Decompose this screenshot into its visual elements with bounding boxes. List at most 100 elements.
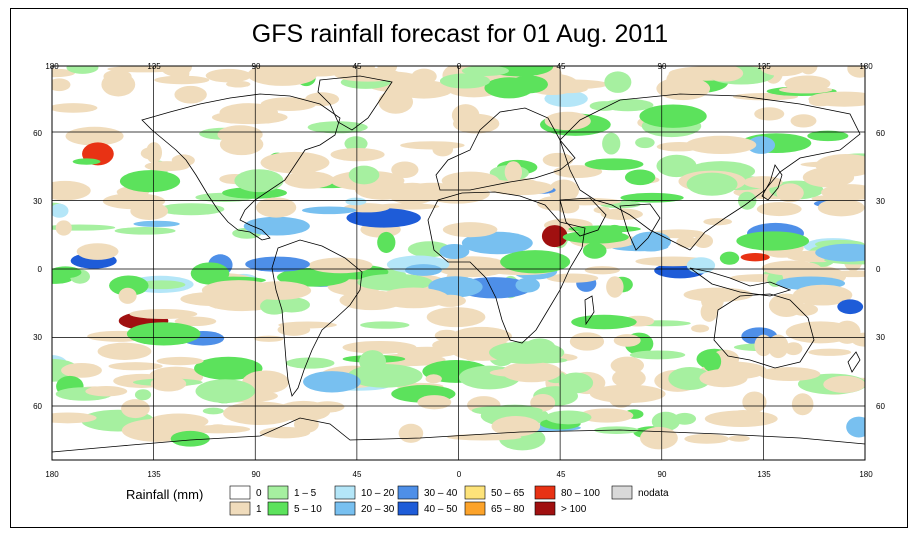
rain-patch <box>65 126 124 146</box>
legend-label: 10 – 20 <box>361 488 395 499</box>
rain-patch <box>579 408 634 423</box>
rain-patch <box>107 66 182 73</box>
coast-antarctica <box>52 417 865 460</box>
legend-swatch <box>229 501 251 516</box>
rain-patch <box>345 197 367 206</box>
rain-patch <box>174 85 207 104</box>
legend-swatch <box>611 485 633 500</box>
rain-patch <box>686 257 716 274</box>
legend-label: 5 – 10 <box>294 504 322 515</box>
lat-ticks-right: 60 30 0 30 60 <box>876 129 885 411</box>
rain-patch <box>185 425 251 434</box>
rain-patch <box>833 320 861 344</box>
lon-tick: 135 <box>147 62 161 71</box>
rain-patch <box>846 416 865 438</box>
rain-patch <box>217 125 263 144</box>
rain-patch <box>296 66 346 77</box>
rain-patch <box>500 250 571 274</box>
rain-patch <box>129 309 198 319</box>
rain-patch <box>180 291 246 306</box>
lat-tick: 30 <box>33 333 42 342</box>
rain-patch <box>684 433 730 444</box>
rain-patch <box>150 375 187 392</box>
rain-patch <box>791 393 814 416</box>
rain-patch <box>278 321 337 329</box>
rain-patch <box>666 68 699 91</box>
lon-tick: 90 <box>658 62 667 71</box>
rain-patch <box>768 293 804 318</box>
lat-tick: 30 <box>33 197 42 206</box>
rain-patch <box>245 256 310 272</box>
rain-patch <box>767 334 789 359</box>
lat-tick: 0 <box>38 265 43 274</box>
rain-patch <box>223 401 297 425</box>
rain-patch <box>61 362 102 378</box>
rain-patch <box>817 199 865 217</box>
rain-patch <box>211 110 288 125</box>
rain-patch <box>404 264 442 276</box>
lat-tick: 60 <box>33 129 42 138</box>
lon-tick: 45 <box>557 470 566 479</box>
rain-patch <box>837 299 864 315</box>
rain-patch <box>544 111 591 131</box>
rain-patch <box>285 357 335 369</box>
rain-patch <box>736 231 810 251</box>
rain-patch <box>778 86 833 94</box>
rain-patch <box>174 316 217 327</box>
rain-patch <box>815 153 865 177</box>
rain-patch <box>747 136 776 154</box>
rain-patch <box>461 231 533 255</box>
rain-patch <box>66 66 99 74</box>
rain-patch <box>226 80 251 88</box>
rain-patch <box>334 67 402 82</box>
rain-patch <box>700 301 718 322</box>
rain-patch <box>158 203 225 216</box>
coast-arabia <box>559 197 607 237</box>
rain-patch <box>629 350 686 360</box>
rain-patch <box>461 66 509 77</box>
lat-tick: 0 <box>876 265 881 274</box>
rain-patch <box>308 257 373 274</box>
rain-patch <box>243 216 310 236</box>
lat-tick: 60 <box>876 402 885 411</box>
legend-swatch <box>229 485 251 500</box>
rain-patch <box>808 91 865 107</box>
rain-patch <box>691 324 710 333</box>
legend-label: 20 – 30 <box>361 504 395 515</box>
rain-patch <box>760 66 806 77</box>
rain-patch <box>471 405 543 416</box>
rain-patch <box>398 423 424 443</box>
rain-patch <box>378 287 449 309</box>
rain-patch <box>515 277 540 293</box>
legend-swatch <box>397 501 419 516</box>
rain-patch <box>847 66 865 78</box>
rain-patch <box>676 236 698 248</box>
rain-patch <box>742 391 767 413</box>
rain-patch <box>613 334 641 347</box>
legend-swatch <box>534 501 556 516</box>
legend-label: 80 – 100 <box>561 488 600 499</box>
rain-patch <box>537 196 575 211</box>
rain-patch <box>686 172 738 196</box>
legend-swatch <box>397 485 419 500</box>
rain-patch <box>391 161 419 179</box>
rain-patch <box>826 270 865 278</box>
lon-tick: 0 <box>457 470 462 479</box>
coast-greenland <box>317 75 393 131</box>
rain-patch <box>699 369 748 388</box>
rain-patch <box>396 346 458 358</box>
rain-patch <box>52 266 82 279</box>
rain-patch <box>76 243 119 260</box>
rain-patch <box>156 356 204 366</box>
rain-patch <box>377 231 396 253</box>
rain-patch <box>109 275 149 296</box>
legend-swatch <box>267 501 289 516</box>
legend-label: nodata <box>638 488 669 499</box>
rain-patch <box>758 367 821 381</box>
lon-ticks-bottom: 180 135 90 45 0 45 90 135 180 <box>45 470 873 479</box>
rain-patch <box>194 356 263 380</box>
rain-patch <box>740 253 770 262</box>
rain-patch <box>489 341 565 364</box>
legend-label: 1 <box>256 504 262 515</box>
rain-patch <box>171 154 195 167</box>
